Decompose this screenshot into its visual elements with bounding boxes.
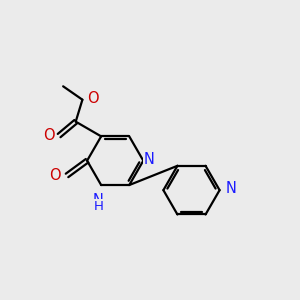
Text: O: O xyxy=(44,128,55,143)
Text: N: N xyxy=(226,181,236,196)
Text: N: N xyxy=(144,152,154,167)
Text: O: O xyxy=(87,91,99,106)
Text: O: O xyxy=(50,168,61,183)
Text: N: N xyxy=(93,193,104,208)
Text: H: H xyxy=(94,200,103,213)
